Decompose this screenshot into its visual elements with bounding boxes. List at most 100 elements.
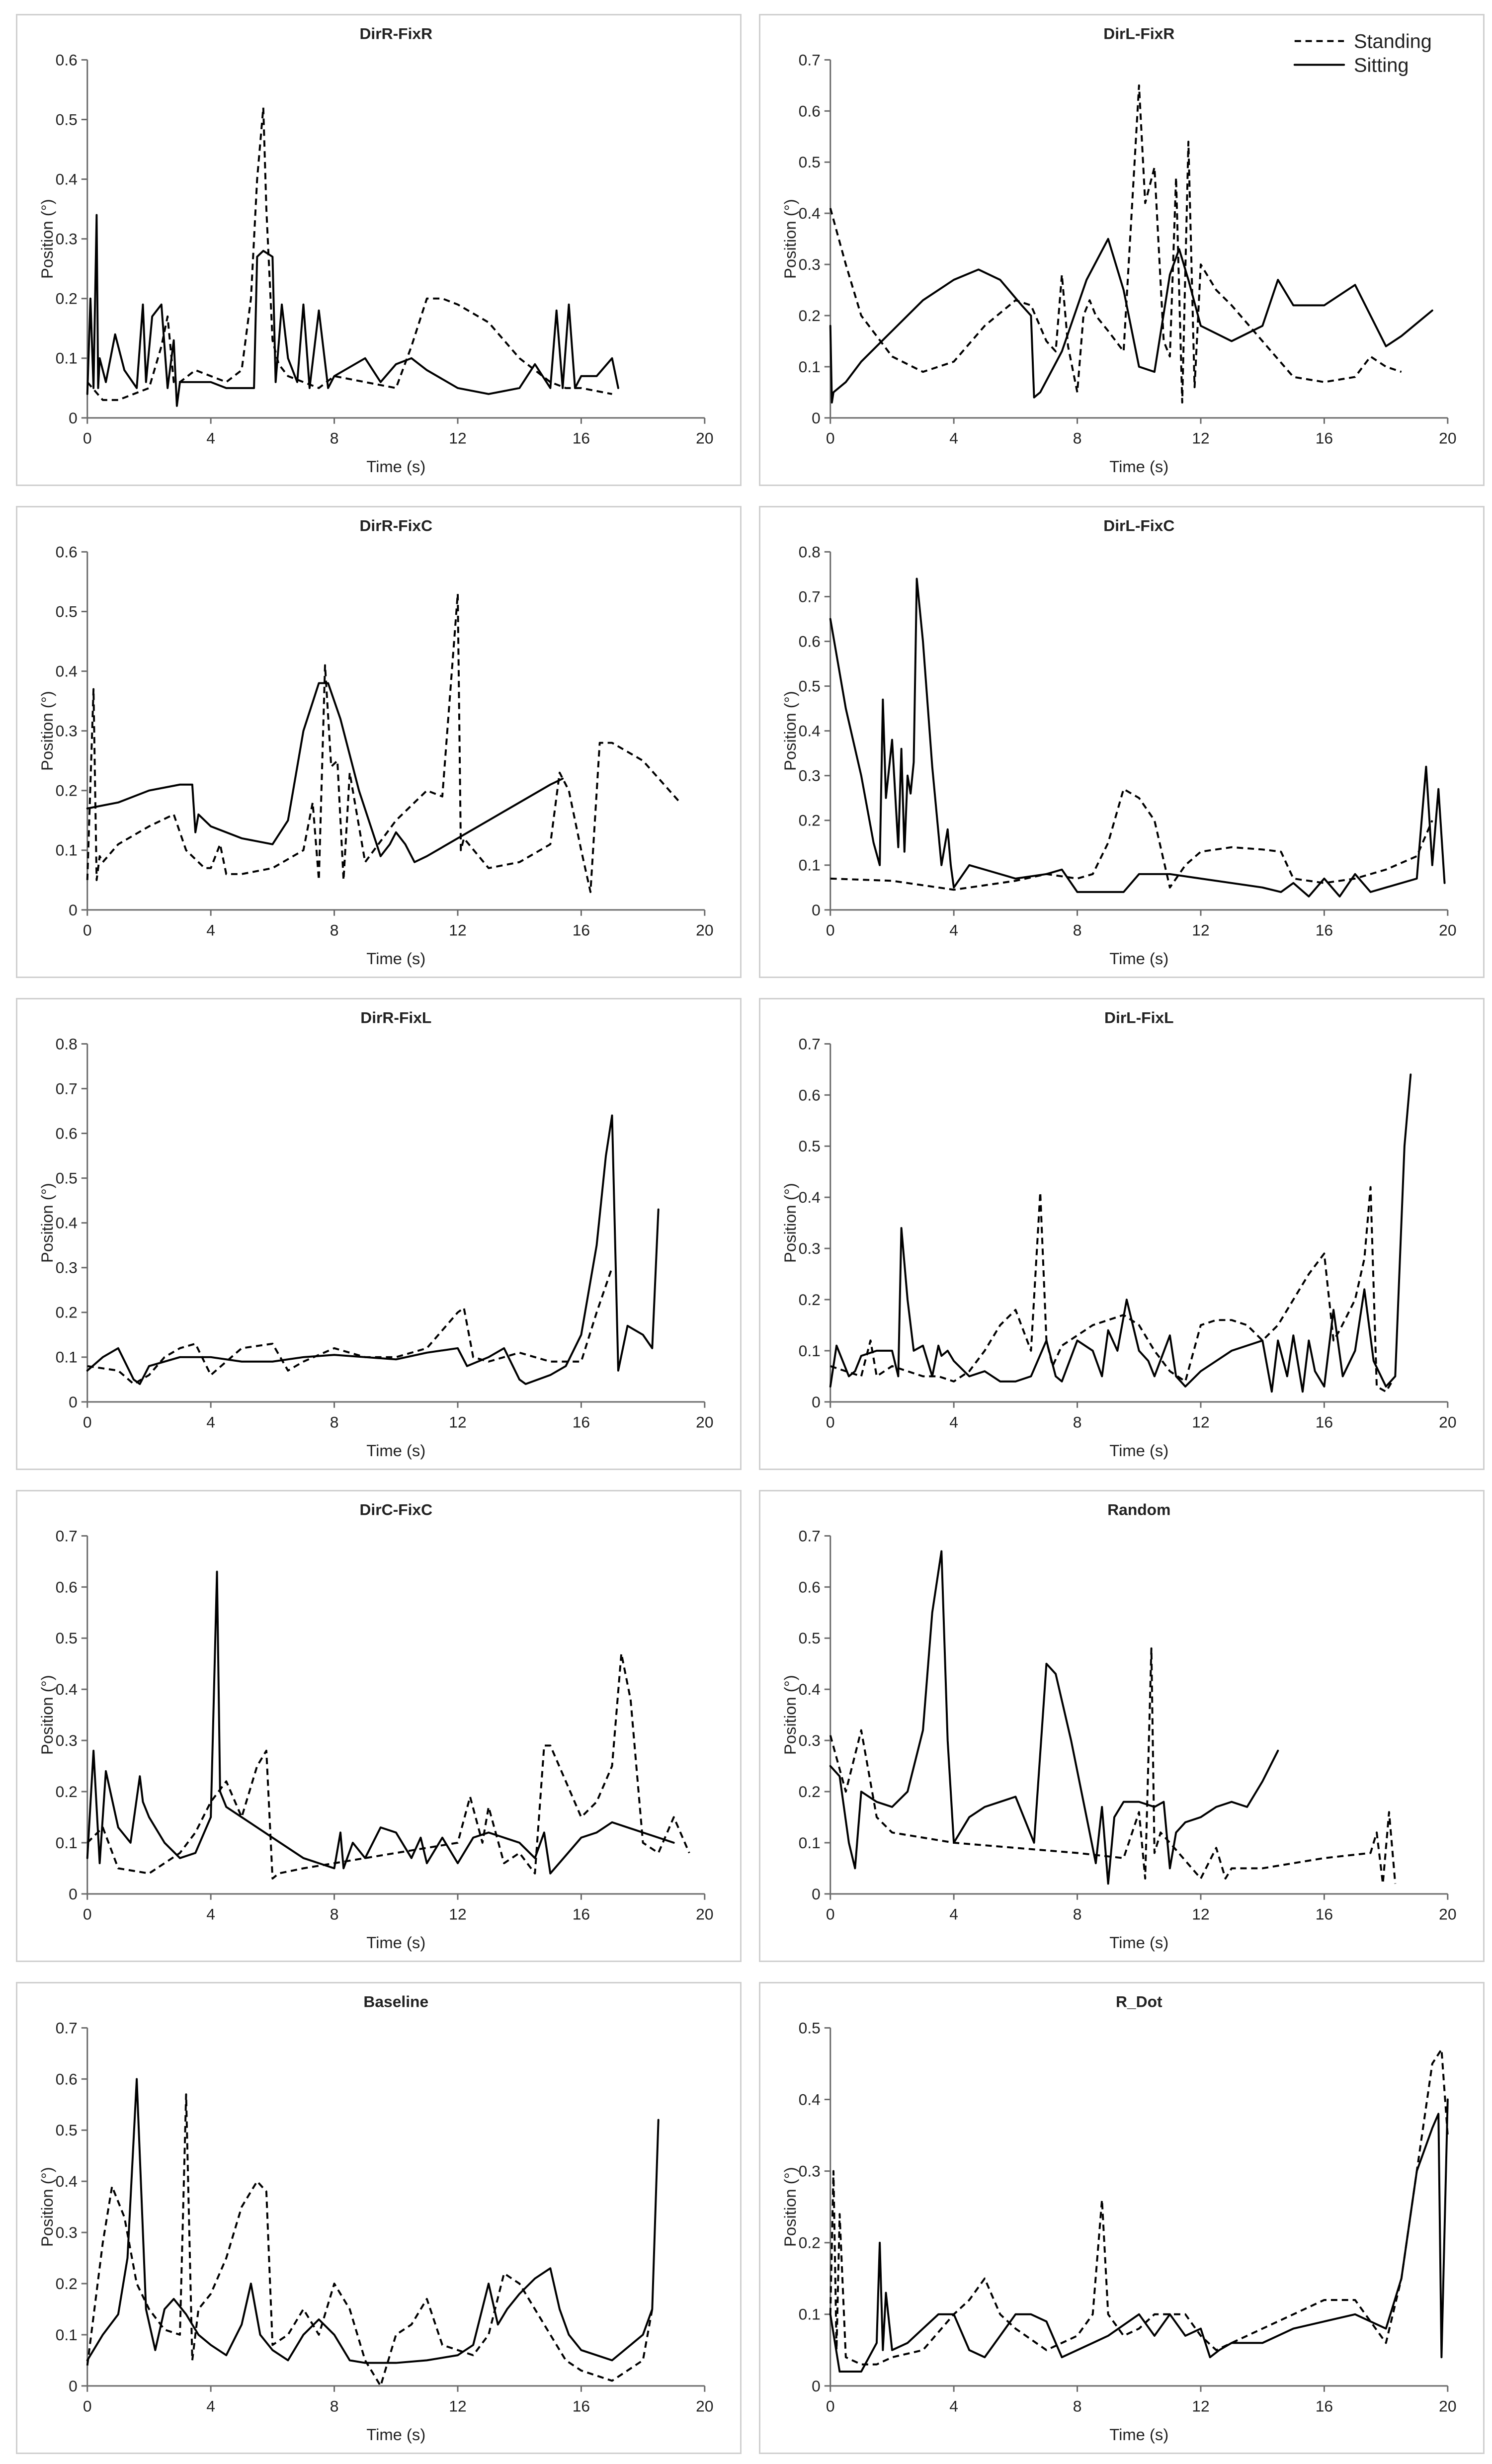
x-axis-title: Time (s) bbox=[1109, 2425, 1168, 2444]
y-tick-label: 0.5 bbox=[799, 677, 821, 695]
y-tick-label: 0.4 bbox=[56, 170, 78, 188]
y-tick-label: 0 bbox=[812, 409, 821, 427]
y-tick-label: 0.5 bbox=[56, 2121, 78, 2139]
series-line-standing bbox=[829, 84, 1402, 404]
series-line-sitting bbox=[86, 2078, 660, 2364]
chart-panel: R_Dot 0 0.1 0.2 0.3 0.4 0.5 0 4 8 12 16 20 Time (s) Po… bbox=[759, 1982, 1485, 2454]
x-tick-label: 20 bbox=[696, 1905, 713, 1923]
chart-svg: Baseline 0 0.1 0.2 0.3 0.4 0.5 0.6 0.7 0 4 8 12 16 20 T… bbox=[38, 1993, 713, 2444]
x-axis-title: Time (s) bbox=[366, 1933, 425, 1952]
y-tick-label: 0.5 bbox=[799, 2019, 821, 2037]
y-tick-label: 0.5 bbox=[56, 110, 78, 128]
y-tick-label: 0.2 bbox=[799, 1783, 821, 1801]
series-line-standing bbox=[87, 1267, 613, 1385]
chart-title: DirR-FixC bbox=[359, 517, 432, 535]
y-tick-label: 0 bbox=[69, 1393, 78, 1411]
x-tick-label: 16 bbox=[573, 2397, 590, 2415]
series-line-sitting bbox=[829, 1550, 1279, 1885]
x-tick-label: 16 bbox=[573, 1905, 590, 1923]
y-tick-label: 0.5 bbox=[799, 1137, 821, 1155]
chart-title: DirR-FixL bbox=[360, 1009, 431, 1027]
series-line-sitting bbox=[829, 238, 1433, 404]
x-tick-label: 4 bbox=[206, 2397, 215, 2415]
chart-title: DirL-FixC bbox=[1103, 517, 1174, 535]
y-tick-label: 0.4 bbox=[799, 1680, 821, 1698]
x-tick-label: 8 bbox=[330, 1413, 339, 1431]
y-tick-label: 0.7 bbox=[799, 1527, 821, 1545]
y-tick-label: 0.1 bbox=[799, 1834, 821, 1852]
x-tick-label: 20 bbox=[1439, 2397, 1456, 2415]
y-tick-label: 0.2 bbox=[799, 2234, 821, 2252]
x-tick-label: 16 bbox=[1316, 1905, 1333, 1923]
chart-svg: DirL-FixL 0 0.1 0.2 0.3 0.4 0.5 0.6 0.7 0 4 8 12 16 20… bbox=[781, 1009, 1456, 1460]
y-axis-title: Position (°) bbox=[38, 199, 56, 279]
x-tick-label: 0 bbox=[826, 921, 835, 939]
y-axis-title: Position (°) bbox=[781, 1183, 799, 1263]
x-tick-label: 0 bbox=[83, 2397, 92, 2415]
y-tick-label: 0.6 bbox=[56, 1124, 78, 1142]
chart-svg: DirR-FixR 0 0.1 0.2 0.3 0.4 0.5 0.6 0 4 8 12 16 20 Tim… bbox=[38, 25, 713, 476]
y-tick-label: 0 bbox=[69, 409, 78, 427]
series-line-standing bbox=[86, 2093, 654, 2387]
y-tick-label: 0.1 bbox=[799, 358, 821, 376]
y-tick-label: 0.6 bbox=[56, 2070, 78, 2088]
x-tick-label: 4 bbox=[206, 1413, 215, 1431]
x-tick-label: 16 bbox=[1316, 1413, 1333, 1431]
x-tick-label: 8 bbox=[330, 921, 339, 939]
x-tick-label: 12 bbox=[1192, 2397, 1209, 2415]
chart-svg: DirR-FixL 0 0.1 0.2 0.3 0.4 0.5 0.6 0.7 0.8 0 4 8 12 1… bbox=[38, 1009, 713, 1460]
x-tick-label: 20 bbox=[696, 2397, 713, 2415]
y-tick-label: 0.5 bbox=[799, 153, 821, 171]
x-tick-label: 20 bbox=[1439, 1413, 1456, 1431]
y-axis-title: Position (°) bbox=[38, 1675, 56, 1755]
y-tick-label: 0.3 bbox=[56, 230, 78, 248]
series-line-sitting bbox=[829, 577, 1446, 898]
y-tick-label: 0.6 bbox=[799, 632, 821, 650]
x-tick-label: 16 bbox=[1316, 2397, 1333, 2415]
y-tick-label: 0.1 bbox=[56, 349, 78, 367]
series-line-standing bbox=[86, 592, 681, 893]
x-tick-label: 8 bbox=[1073, 1905, 1082, 1923]
series-line-sitting bbox=[86, 1570, 675, 1875]
y-tick-label: 0.2 bbox=[799, 812, 821, 829]
y-tick-label: 0.8 bbox=[799, 543, 821, 561]
x-tick-label: 16 bbox=[573, 1413, 590, 1431]
y-tick-label: 0.4 bbox=[56, 662, 78, 680]
y-axis-title: Position (°) bbox=[781, 691, 799, 771]
chart-title: DirL-FixR bbox=[1103, 25, 1174, 43]
series-line-standing bbox=[86, 1652, 690, 1880]
x-tick-label: 12 bbox=[449, 429, 466, 447]
y-tick-label: 0.2 bbox=[56, 2275, 78, 2293]
y-tick-label: 0.3 bbox=[56, 1259, 78, 1277]
x-tick-label: 4 bbox=[949, 2397, 958, 2415]
x-tick-label: 4 bbox=[949, 429, 958, 447]
x-tick-label: 0 bbox=[826, 429, 835, 447]
x-tick-label: 8 bbox=[1073, 429, 1082, 447]
x-tick-label: 0 bbox=[826, 1905, 835, 1923]
y-tick-label: 0.1 bbox=[56, 841, 78, 859]
chart-title: Baseline bbox=[363, 1993, 428, 2011]
series-line-standing bbox=[86, 106, 612, 401]
chart-panel: DirL-FixR 0 0.1 0.2 0.3 0.4 0.5 0.6 0.7 0 4 8 12 16 20… bbox=[759, 14, 1485, 486]
x-tick-label: 4 bbox=[949, 1905, 958, 1923]
y-tick-label: 0.1 bbox=[799, 1342, 821, 1360]
x-axis-title: Time (s) bbox=[1109, 1441, 1168, 1460]
chart-svg: DirR-FixC 0 0.1 0.2 0.3 0.4 0.5 0.6 0 4 8 12 16 20 Tim… bbox=[38, 517, 713, 968]
y-axis-title: Position (°) bbox=[781, 1675, 799, 1755]
y-tick-label: 0 bbox=[812, 2377, 821, 2395]
y-tick-label: 0.7 bbox=[799, 1035, 821, 1053]
y-tick-label: 0.3 bbox=[799, 2162, 821, 2180]
x-axis-title: Time (s) bbox=[366, 949, 425, 968]
x-tick-label: 12 bbox=[449, 1905, 466, 1923]
x-tick-label: 20 bbox=[696, 429, 713, 447]
x-tick-label: 12 bbox=[1192, 1905, 1209, 1923]
y-tick-label: 0.6 bbox=[56, 1578, 78, 1596]
y-tick-label: 0.6 bbox=[799, 1578, 821, 1596]
chart-svg: Random 0 0.1 0.2 0.3 0.4 0.5 0.6 0.7 0 4 8 12 16 20 Tim… bbox=[781, 1501, 1456, 1952]
y-tick-label: 0.7 bbox=[56, 1079, 78, 1097]
chart-title: Random bbox=[1107, 1501, 1170, 1519]
x-axis-title: Time (s) bbox=[1109, 1933, 1168, 1952]
x-tick-label: 8 bbox=[330, 2397, 339, 2415]
x-tick-label: 12 bbox=[1192, 1413, 1209, 1431]
y-tick-label: 0.4 bbox=[799, 1188, 821, 1206]
